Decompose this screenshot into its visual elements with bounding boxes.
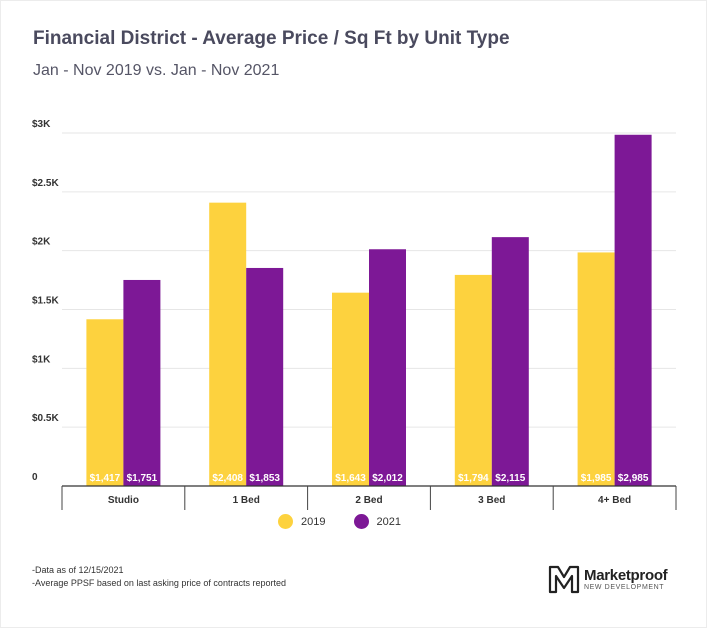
chart-title: Financial District - Average Price / Sq … (33, 28, 510, 49)
data-label: $2,408 (212, 473, 243, 484)
y-tick-label: $1.5K (32, 296, 59, 307)
data-label: $2,012 (372, 473, 403, 484)
logo-name: Marketproof (584, 567, 668, 584)
data-label: $1,417 (90, 473, 121, 484)
x-tick-label: Studio (108, 495, 139, 506)
y-tick-label: $1K (32, 354, 51, 365)
data-label: $2,985 (618, 473, 649, 484)
marketproof-logo: Marketproof NEW DEVELOPMENT (548, 564, 668, 594)
y-tick-label: $2.5K (32, 178, 59, 189)
data-label: $1,794 (458, 473, 489, 484)
x-tick-label: 4+ Bed (598, 495, 631, 506)
legend-swatch-2021 (353, 514, 369, 529)
data-label: $1,751 (127, 473, 158, 484)
x-tick-label: 1 Bed (233, 495, 260, 506)
footnote-methodology: -Average PPSF based on last asking price… (32, 578, 286, 588)
y-tick-label: $3K (32, 119, 51, 130)
legend: 2019 2021 (0, 514, 693, 529)
data-label: $1,853 (249, 473, 280, 484)
footnotes: -Data as of 12/15/2021 -Average PPSF bas… (32, 564, 286, 590)
marketproof-logo-icon (548, 565, 580, 594)
bar (246, 267, 284, 486)
legend-item-2021[interactable]: 2021 (353, 514, 401, 529)
legend-label-2021: 2021 (376, 515, 401, 528)
x-tick-label: 2 Bed (355, 495, 382, 506)
bar (209, 202, 247, 486)
legend-item-2019[interactable]: 2019 (278, 514, 326, 529)
y-tick-label: 0 (32, 472, 38, 483)
chart-subtitle: Jan - Nov 2019 vs. Jan - Nov 2021 (33, 62, 280, 79)
bar (577, 252, 615, 486)
logo-subtitle: NEW DEVELOPMENT (584, 584, 665, 591)
bar (332, 292, 369, 486)
bar (86, 319, 124, 486)
data-label: $1,985 (581, 473, 612, 484)
y-tick-label: $2K (32, 237, 51, 248)
bar (491, 237, 529, 486)
x-tick-label: 3 Bed (478, 495, 505, 506)
legend-label-2019: 2019 (301, 515, 326, 528)
bar (123, 279, 161, 486)
legend-swatch-2019 (278, 514, 294, 529)
data-label: $1,643 (335, 473, 366, 484)
bar (369, 249, 406, 486)
bar (454, 274, 492, 486)
data-label: $2,115 (495, 473, 525, 484)
footnote-data-date: -Data as of 12/15/2021 (32, 565, 124, 575)
bar (614, 134, 652, 486)
y-tick-label: $0.5K (32, 413, 59, 424)
